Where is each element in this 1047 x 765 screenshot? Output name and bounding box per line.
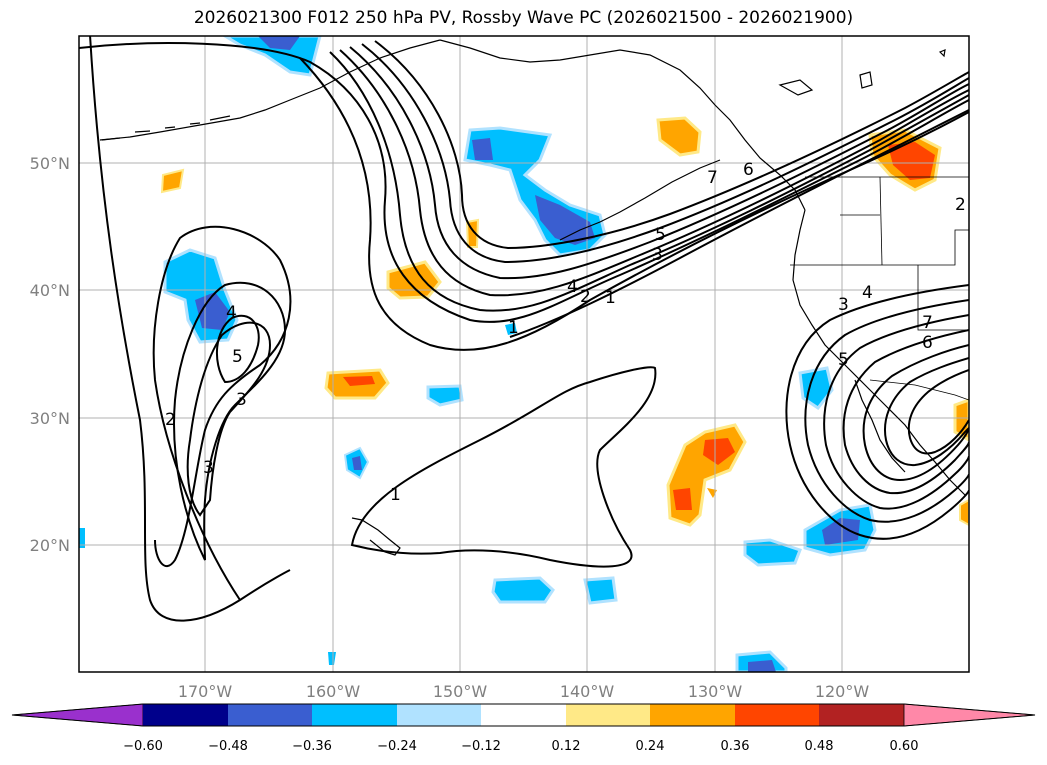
colorbar-extend-high	[903, 703, 1036, 727]
contour-label: 3	[838, 295, 849, 315]
contour-label: 6	[922, 333, 933, 353]
contour-label: 7	[707, 168, 718, 188]
contour-label: 3	[652, 245, 663, 265]
colorbar: −0.60 −0.48 −0.36 −0.24 −0.12 0.12 0.24 …	[11, 703, 1036, 754]
colorbar-tick-label: −0.24	[377, 739, 417, 754]
lon-label: 140°W	[560, 682, 615, 701]
colorbar-ticks: −0.60 −0.48 −0.36 −0.24 −0.12 0.12 0.24 …	[123, 739, 918, 754]
positive-pv-anomalies	[160, 116, 969, 527]
longitude-axis: 170°W 160°W 150°W 140°W 130°W 120°W	[178, 682, 870, 701]
colorbar-segment	[650, 704, 735, 726]
colorbar-segment	[481, 704, 566, 726]
colorbar-segment	[228, 704, 312, 726]
colorbar-segment	[397, 704, 481, 726]
lon-label: 150°W	[433, 682, 488, 701]
lon-label: 130°W	[688, 682, 743, 701]
colorbar-tick-label: 0.60	[890, 739, 919, 754]
contour-label: 5	[838, 350, 849, 370]
lat-label: 20°N	[30, 536, 70, 555]
map-content: 1 1 2 3 4 5 7 6 2 3 5 1 4 3 2 3 5 4 7 6 …	[79, 36, 969, 672]
contour-label: 1	[605, 288, 616, 308]
colorbar-tick-label: 0.36	[721, 739, 750, 754]
lat-label: 40°N	[30, 281, 70, 300]
rossby-wave-contours	[79, 36, 969, 622]
colorbar-segment	[819, 704, 904, 726]
colorbar-tick-label: −0.12	[461, 739, 501, 754]
colorbar-segment	[312, 704, 397, 726]
graticule	[79, 36, 969, 672]
lat-label: 30°N	[30, 409, 70, 428]
colorbar-segment	[143, 704, 228, 726]
contour-label: 4	[862, 283, 873, 303]
colorbar-tick-label: 0.48	[805, 739, 834, 754]
contour-label: 2	[165, 410, 176, 430]
contour-label: 6	[743, 160, 754, 180]
colorbar-tick-label: 0.24	[636, 739, 665, 754]
latitude-axis: 50°N 40°N 30°N 20°N	[30, 154, 70, 555]
contour-label: 3	[203, 458, 214, 478]
contour-label: 1	[508, 318, 519, 338]
map-title: 2026021300 F012 250 hPa PV, Rossby Wave …	[193, 8, 854, 28]
colorbar-tick-label: −0.36	[292, 739, 332, 754]
contour-labels: 1 1 2 3 4 5 7 6 2 3 5 1 4 3 2 3 5 4 7 6 …	[165, 160, 966, 505]
lon-label: 170°W	[178, 682, 233, 701]
lon-label: 120°W	[815, 682, 870, 701]
contour-label: 2	[580, 287, 591, 307]
lon-label: 160°W	[306, 682, 361, 701]
map-frame	[78, 35, 970, 673]
contour-label: 4	[226, 303, 237, 323]
colorbar-extend-low	[11, 703, 144, 727]
contour-label: 5	[232, 347, 243, 367]
lat-label: 50°N	[30, 154, 70, 173]
contour-label: 5	[655, 225, 666, 245]
borders	[790, 176, 969, 401]
coastlines	[99, 39, 966, 556]
contour-label: 1	[390, 485, 401, 505]
colorbar-tick-label: 0.12	[552, 739, 581, 754]
contour-label: 3	[236, 390, 247, 410]
colorbar-tick-label: −0.60	[123, 739, 163, 754]
contour-label: 7	[922, 313, 933, 333]
negative-pv-anomalies	[79, 36, 877, 672]
contour-label: 2	[955, 195, 966, 215]
contour-label: 4	[567, 277, 578, 297]
colorbar-segment	[566, 704, 650, 726]
colorbar-tick-label: −0.48	[208, 739, 248, 754]
colorbar-segment	[735, 704, 819, 726]
